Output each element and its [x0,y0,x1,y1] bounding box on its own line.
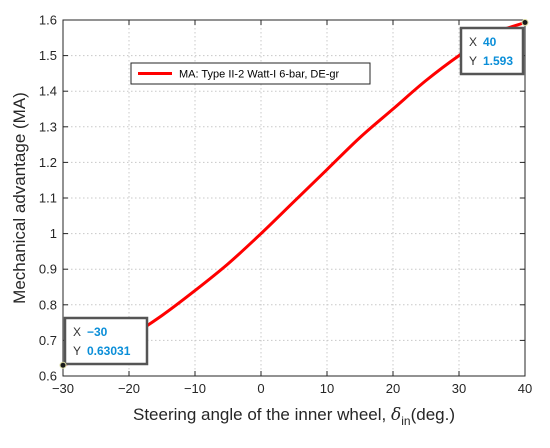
x-axis-label: Steering angle of the inner wheel, δin(d… [133,405,455,428]
y-tick-label: 1.4 [39,84,57,99]
x-tick-label: 0 [257,381,264,396]
legend: MA: Type II-2 Watt-I 6-bar, DE-gr [130,62,371,85]
datatip-x-value: 40 [483,35,497,49]
datatip-box [63,316,149,366]
x-axis-label-subscript: in [401,414,410,428]
datatip-y-value: 0.63031 [87,344,131,358]
x-axis-label-suffix: (deg.) [411,405,455,424]
x-tick-label: 30 [452,381,466,396]
datatip-y-key: Y [469,54,477,68]
y-tick-label: 0.8 [39,297,57,312]
x-tick-label: −20 [118,381,140,396]
y-tick-label: 0.9 [39,262,57,277]
datatip-group: X −30 Y 0.63031 X 40 Y 1.593 [59,18,529,369]
y-tick-label: 0.6 [39,369,57,384]
datatip-marker [521,18,529,26]
x-tick-label: 20 [386,381,400,396]
datatip-x-key: X [469,35,477,49]
y-axis-label: Mechanical advantage (MA) [10,92,29,304]
x-tick-label: 40 [518,381,532,396]
x-axis-label-text: Steering angle of the inner wheel, [133,405,391,424]
datatip-marker [59,361,67,369]
legend-box [130,62,371,85]
datatip-x-key: X [73,325,81,339]
y-tick-label: 0.7 [39,333,57,348]
x-tick-label: −30 [52,381,74,396]
x-axis-label-symbol: δ [391,405,401,425]
y-tick-label: 1.1 [39,191,57,206]
y-tick-label: 1.6 [39,13,57,28]
x-tick-label: −10 [184,381,206,396]
y-tick-label: 1.3 [39,119,57,134]
datatip-x-value: −30 [87,325,108,339]
y-tick-label: 1.5 [39,48,57,63]
y-tick-label: 1 [50,226,57,241]
legend-label: MA: Type II-2 Watt-I 6-bar, DE-gr [179,69,339,81]
datatip-y-value: 1.593 [483,54,513,68]
datatip-box [459,26,525,76]
datatip-y-key: Y [73,344,81,358]
y-tick-label: 1.2 [39,155,57,170]
tick-group: −30 −20 −10 0 10 20 30 40 0.6 0.7 0.8 0.9 1 1.1 1.2 1.3… [39,13,532,397]
x-tick-label: 10 [320,381,334,396]
